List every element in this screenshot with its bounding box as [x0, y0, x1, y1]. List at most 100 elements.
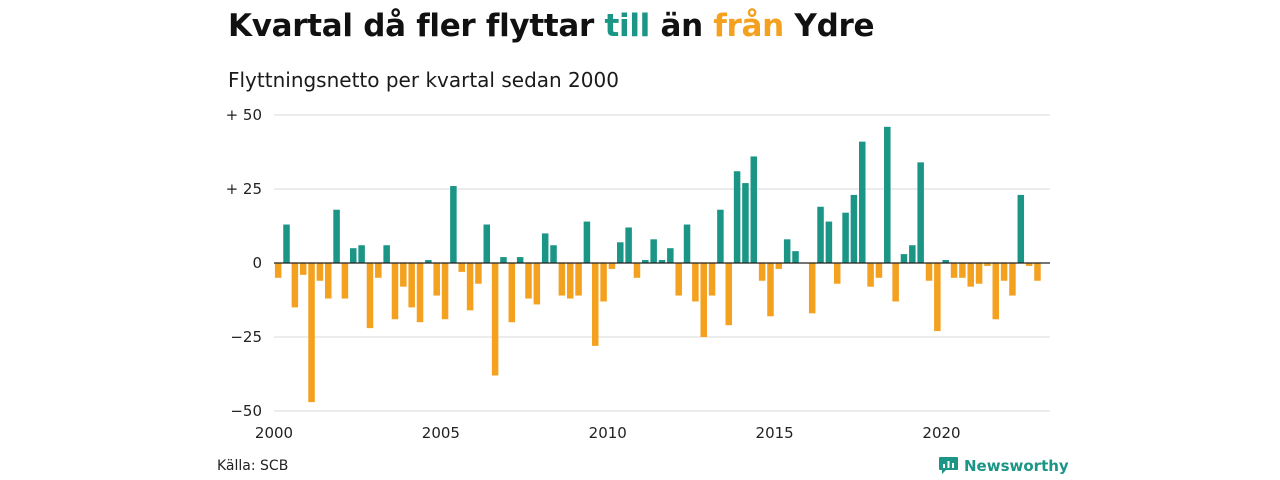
bar-quarter [942, 260, 949, 263]
bar-quarter [433, 263, 440, 296]
bar-quarter [324, 263, 332, 299]
y-tick-label: + 25 [226, 180, 262, 198]
bar-quarter [274, 263, 282, 278]
bar-quarter [733, 171, 741, 263]
bar-quarter [700, 263, 707, 337]
bar-quarter [817, 206, 824, 263]
bar-quarter [341, 263, 349, 299]
bar-quarter [967, 263, 974, 287]
x-tick-label: 2020 [922, 424, 960, 442]
bar-quarter [283, 224, 290, 263]
bar-quarter [808, 263, 816, 314]
y-tick-label: −50 [230, 402, 262, 420]
bar-quarter [758, 263, 766, 281]
bar-quarter [867, 263, 874, 287]
bar-quarter [408, 263, 415, 308]
bar-quarter [950, 263, 958, 278]
bar-quarter [692, 263, 699, 302]
y-tick-label: + 50 [226, 106, 262, 124]
bar-quarter [959, 263, 966, 278]
bar-quarter [859, 141, 866, 263]
bar-quarter [767, 263, 774, 317]
bar-quarter [391, 263, 399, 320]
bar-quarter [458, 263, 465, 272]
bar-quarter [600, 263, 607, 302]
bar-quarter [775, 263, 783, 269]
bar-quarter [1034, 263, 1041, 281]
bar-quarter [617, 242, 624, 263]
bar-quarter [884, 126, 891, 263]
bar-quarter [558, 263, 566, 296]
bar-quarter [642, 260, 649, 263]
bar-quarter [400, 263, 407, 287]
bar-quarter [416, 263, 424, 323]
bar-quarter [658, 260, 666, 263]
bar-quarter [566, 263, 574, 299]
bar-quarter [383, 245, 390, 263]
source-label: Källa: SCB [217, 458, 289, 474]
bar-quarter [900, 254, 908, 263]
bar-quarter [783, 239, 791, 263]
x-tick-label: 2010 [589, 424, 627, 442]
bar-quarter [750, 156, 758, 263]
title-part-2: än [649, 8, 714, 44]
axis-layer: + 50 + 25 0 −25 −50 2000 2005 2010 2015 2020 [226, 106, 1050, 442]
x-tick-label: 2005 [422, 424, 460, 442]
bar-quarter [525, 263, 532, 299]
bar-quarter [550, 245, 557, 263]
bar-quarter [633, 263, 641, 278]
bar-quarter [508, 263, 516, 323]
title-part-3: Ydre [783, 8, 875, 44]
brand-name: Newsworthy [964, 456, 1069, 475]
bar-quarter [984, 263, 991, 266]
bar-layer [274, 126, 1041, 403]
bar-quarter [1009, 263, 1016, 296]
bar-quarter [675, 263, 682, 296]
chart-title: Kvartal då fler flyttar till än från Ydr… [228, 8, 874, 44]
bar-quarter [450, 186, 457, 263]
bar-quarter [934, 263, 941, 332]
bar-quarter [491, 263, 499, 376]
bar-quarter [717, 209, 724, 263]
bar-quarter [441, 263, 449, 320]
x-tick-label: 2000 [255, 424, 293, 442]
bar-quarter [366, 263, 374, 329]
bar-quarter [308, 263, 315, 403]
bar-quarter [299, 263, 307, 275]
y-tick-label: −25 [230, 328, 262, 346]
bar-quarter [466, 263, 474, 311]
bar-quarter [725, 263, 733, 326]
title-positive-word: till [604, 8, 650, 44]
bar-quarter [483, 224, 491, 263]
bar-quarter [875, 263, 883, 278]
bar-quarter [583, 221, 591, 263]
x-tick-label: 2015 [756, 424, 794, 442]
bar-quarter [575, 263, 582, 296]
chart-subtitle: Flyttningsnetto per kvartal sedan 2000 [228, 68, 619, 92]
bar-quarter [909, 245, 916, 263]
bar-quarter [358, 245, 365, 263]
bar-quarter [591, 263, 599, 346]
bar-quarter [917, 162, 924, 263]
bar-quarter [742, 183, 749, 263]
bar-quarter [833, 263, 841, 284]
newsworthy-logo-icon [939, 457, 958, 474]
bar-quarter [842, 212, 849, 263]
bar-quarter [992, 263, 1000, 320]
bar-quarter [892, 263, 899, 302]
bar-quarter [475, 263, 482, 284]
bar-quarter [425, 260, 432, 263]
title-part-1: Kvartal då fler flyttar [228, 8, 605, 44]
brand-logo: Newsworthy [938, 456, 1069, 475]
bar-quarter [316, 263, 324, 281]
bar-quarter [291, 263, 299, 308]
bar-quarter [667, 248, 674, 263]
bar-quarter [1000, 263, 1008, 281]
bar-quarter [533, 263, 541, 305]
y-tick-label: 0 [252, 254, 262, 272]
bar-quarter [1025, 263, 1033, 266]
bar-quarter [500, 257, 507, 263]
bar-quarter [350, 248, 357, 263]
bar-quarter [333, 209, 340, 263]
